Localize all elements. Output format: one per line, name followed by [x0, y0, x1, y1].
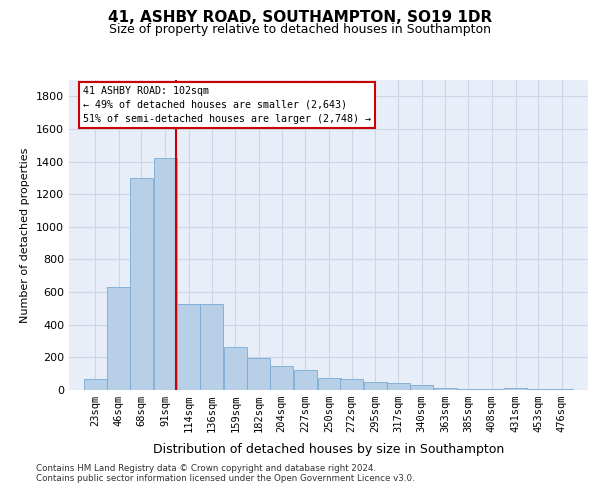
Bar	[107, 287, 130, 390]
Text: 41, ASHBY ROAD, SOUTHAMPTON, SO19 1DR: 41, ASHBY ROAD, SOUTHAMPTON, SO19 1DR	[108, 10, 492, 25]
Bar	[83, 380, 107, 390]
Bar	[364, 382, 387, 390]
Bar	[154, 158, 176, 390]
Bar	[178, 304, 200, 390]
Bar	[200, 304, 223, 390]
Bar	[434, 388, 457, 390]
Bar	[247, 358, 271, 390]
Text: Contains public sector information licensed under the Open Government Licence v3: Contains public sector information licen…	[36, 474, 415, 483]
Bar	[270, 366, 293, 390]
Text: Size of property relative to detached houses in Southampton: Size of property relative to detached ho…	[109, 22, 491, 36]
Bar	[410, 386, 433, 390]
Bar	[527, 389, 550, 390]
Bar	[340, 378, 363, 390]
Text: 41 ASHBY ROAD: 102sqm
← 49% of detached houses are smaller (2,643)
51% of semi-d: 41 ASHBY ROAD: 102sqm ← 49% of detached …	[83, 86, 371, 124]
Bar	[130, 178, 153, 390]
Bar	[294, 370, 317, 390]
Y-axis label: Number of detached properties: Number of detached properties	[20, 148, 31, 322]
Bar	[224, 347, 247, 390]
Text: Distribution of detached houses by size in Southampton: Distribution of detached houses by size …	[153, 442, 505, 456]
Text: Contains HM Land Registry data © Crown copyright and database right 2024.: Contains HM Land Registry data © Crown c…	[36, 464, 376, 473]
Bar	[317, 378, 341, 390]
Bar	[550, 389, 574, 390]
Bar	[504, 388, 527, 390]
Bar	[481, 389, 503, 390]
Bar	[386, 382, 410, 390]
Bar	[457, 389, 479, 390]
